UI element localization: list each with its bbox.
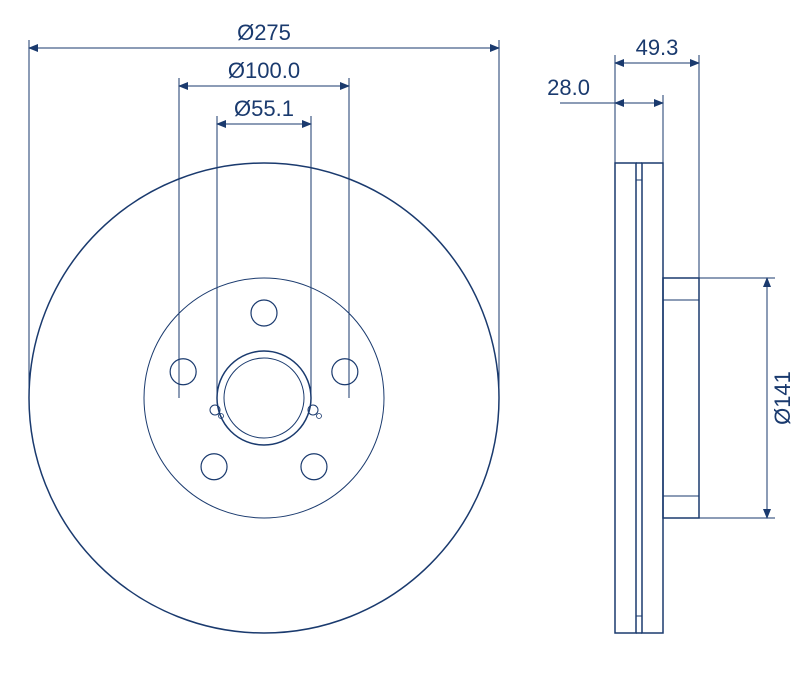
dim-label-h141: Ø141 <box>770 371 795 425</box>
disc-plate-right <box>642 163 663 633</box>
center-bore-circle <box>217 351 311 445</box>
dim-w49: 49.3 <box>615 35 699 278</box>
bolt-hole <box>251 300 277 326</box>
bolt-hole <box>332 359 358 385</box>
brake-disc-drawing: Ø275 Ø100.0 Ø55.1 49.3 <box>0 0 800 679</box>
dim-label-d100: Ø100.0 <box>228 58 300 83</box>
locating-pin <box>317 414 322 419</box>
dimensions: Ø275 Ø100.0 Ø55.1 49.3 <box>29 20 795 518</box>
dim-label-d275: Ø275 <box>237 20 291 45</box>
bolt-hole <box>201 454 227 480</box>
hub-extension <box>663 278 699 518</box>
hub-ring-circle <box>144 278 384 518</box>
side-view <box>615 163 699 633</box>
dim-label-w28: 28.0 <box>547 75 590 100</box>
center-bore-inner <box>224 358 304 438</box>
disc-plate-left <box>615 163 636 633</box>
bolt-holes <box>170 300 358 480</box>
bolt-hole <box>170 359 196 385</box>
dim-w28: 28.0 <box>547 75 663 163</box>
dim-h141: Ø141 <box>699 278 795 518</box>
bolt-hole <box>301 454 327 480</box>
dim-label-w49: 49.3 <box>636 35 679 60</box>
dim-label-d55: Ø55.1 <box>234 96 294 121</box>
dim-d55: Ø55.1 <box>217 96 311 398</box>
outer-diameter-circle <box>29 163 499 633</box>
front-view <box>29 163 499 633</box>
